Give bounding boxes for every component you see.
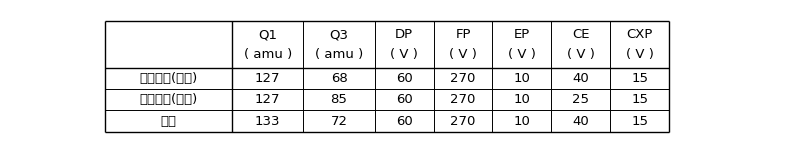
Text: 40: 40 [573,115,589,128]
Text: FP: FP [455,28,470,41]
Text: 40: 40 [573,72,589,85]
Text: 133: 133 [255,115,281,128]
Text: 15: 15 [631,115,648,128]
Text: 270: 270 [450,93,476,106]
Text: CXP: CXP [626,28,653,41]
Text: ( amu ): ( amu ) [243,48,292,62]
Text: 15: 15 [631,72,648,85]
Text: 15: 15 [631,93,648,106]
Text: 25: 25 [572,93,590,106]
Text: Q1: Q1 [258,28,278,41]
Text: CE: CE [572,28,590,41]
Text: 68: 68 [330,72,347,85]
Text: 内标: 内标 [161,115,177,128]
Text: 10: 10 [514,72,530,85]
Text: 270: 270 [450,72,476,85]
Text: 60: 60 [396,115,413,128]
Text: 10: 10 [514,115,530,128]
Text: 10: 10 [514,93,530,106]
Text: 60: 60 [396,72,413,85]
Text: ( V ): ( V ) [449,48,477,62]
Text: ( amu ): ( amu ) [315,48,363,62]
Text: ( V ): ( V ) [390,48,418,62]
Text: 72: 72 [330,115,347,128]
Text: ( V ): ( V ) [567,48,594,62]
Text: 127: 127 [255,93,281,106]
Text: 60: 60 [396,93,413,106]
Text: 270: 270 [450,115,476,128]
Text: 三聚氰胺(定性): 三聚氰胺(定性) [139,93,198,106]
Text: 127: 127 [255,72,281,85]
Text: Q3: Q3 [330,28,349,41]
Text: 85: 85 [330,93,347,106]
Text: ( V ): ( V ) [508,48,536,62]
Text: DP: DP [395,28,413,41]
Text: EP: EP [514,28,530,41]
Text: 三聚氰胺(定量): 三聚氰胺(定量) [139,72,198,85]
Text: ( V ): ( V ) [626,48,654,62]
